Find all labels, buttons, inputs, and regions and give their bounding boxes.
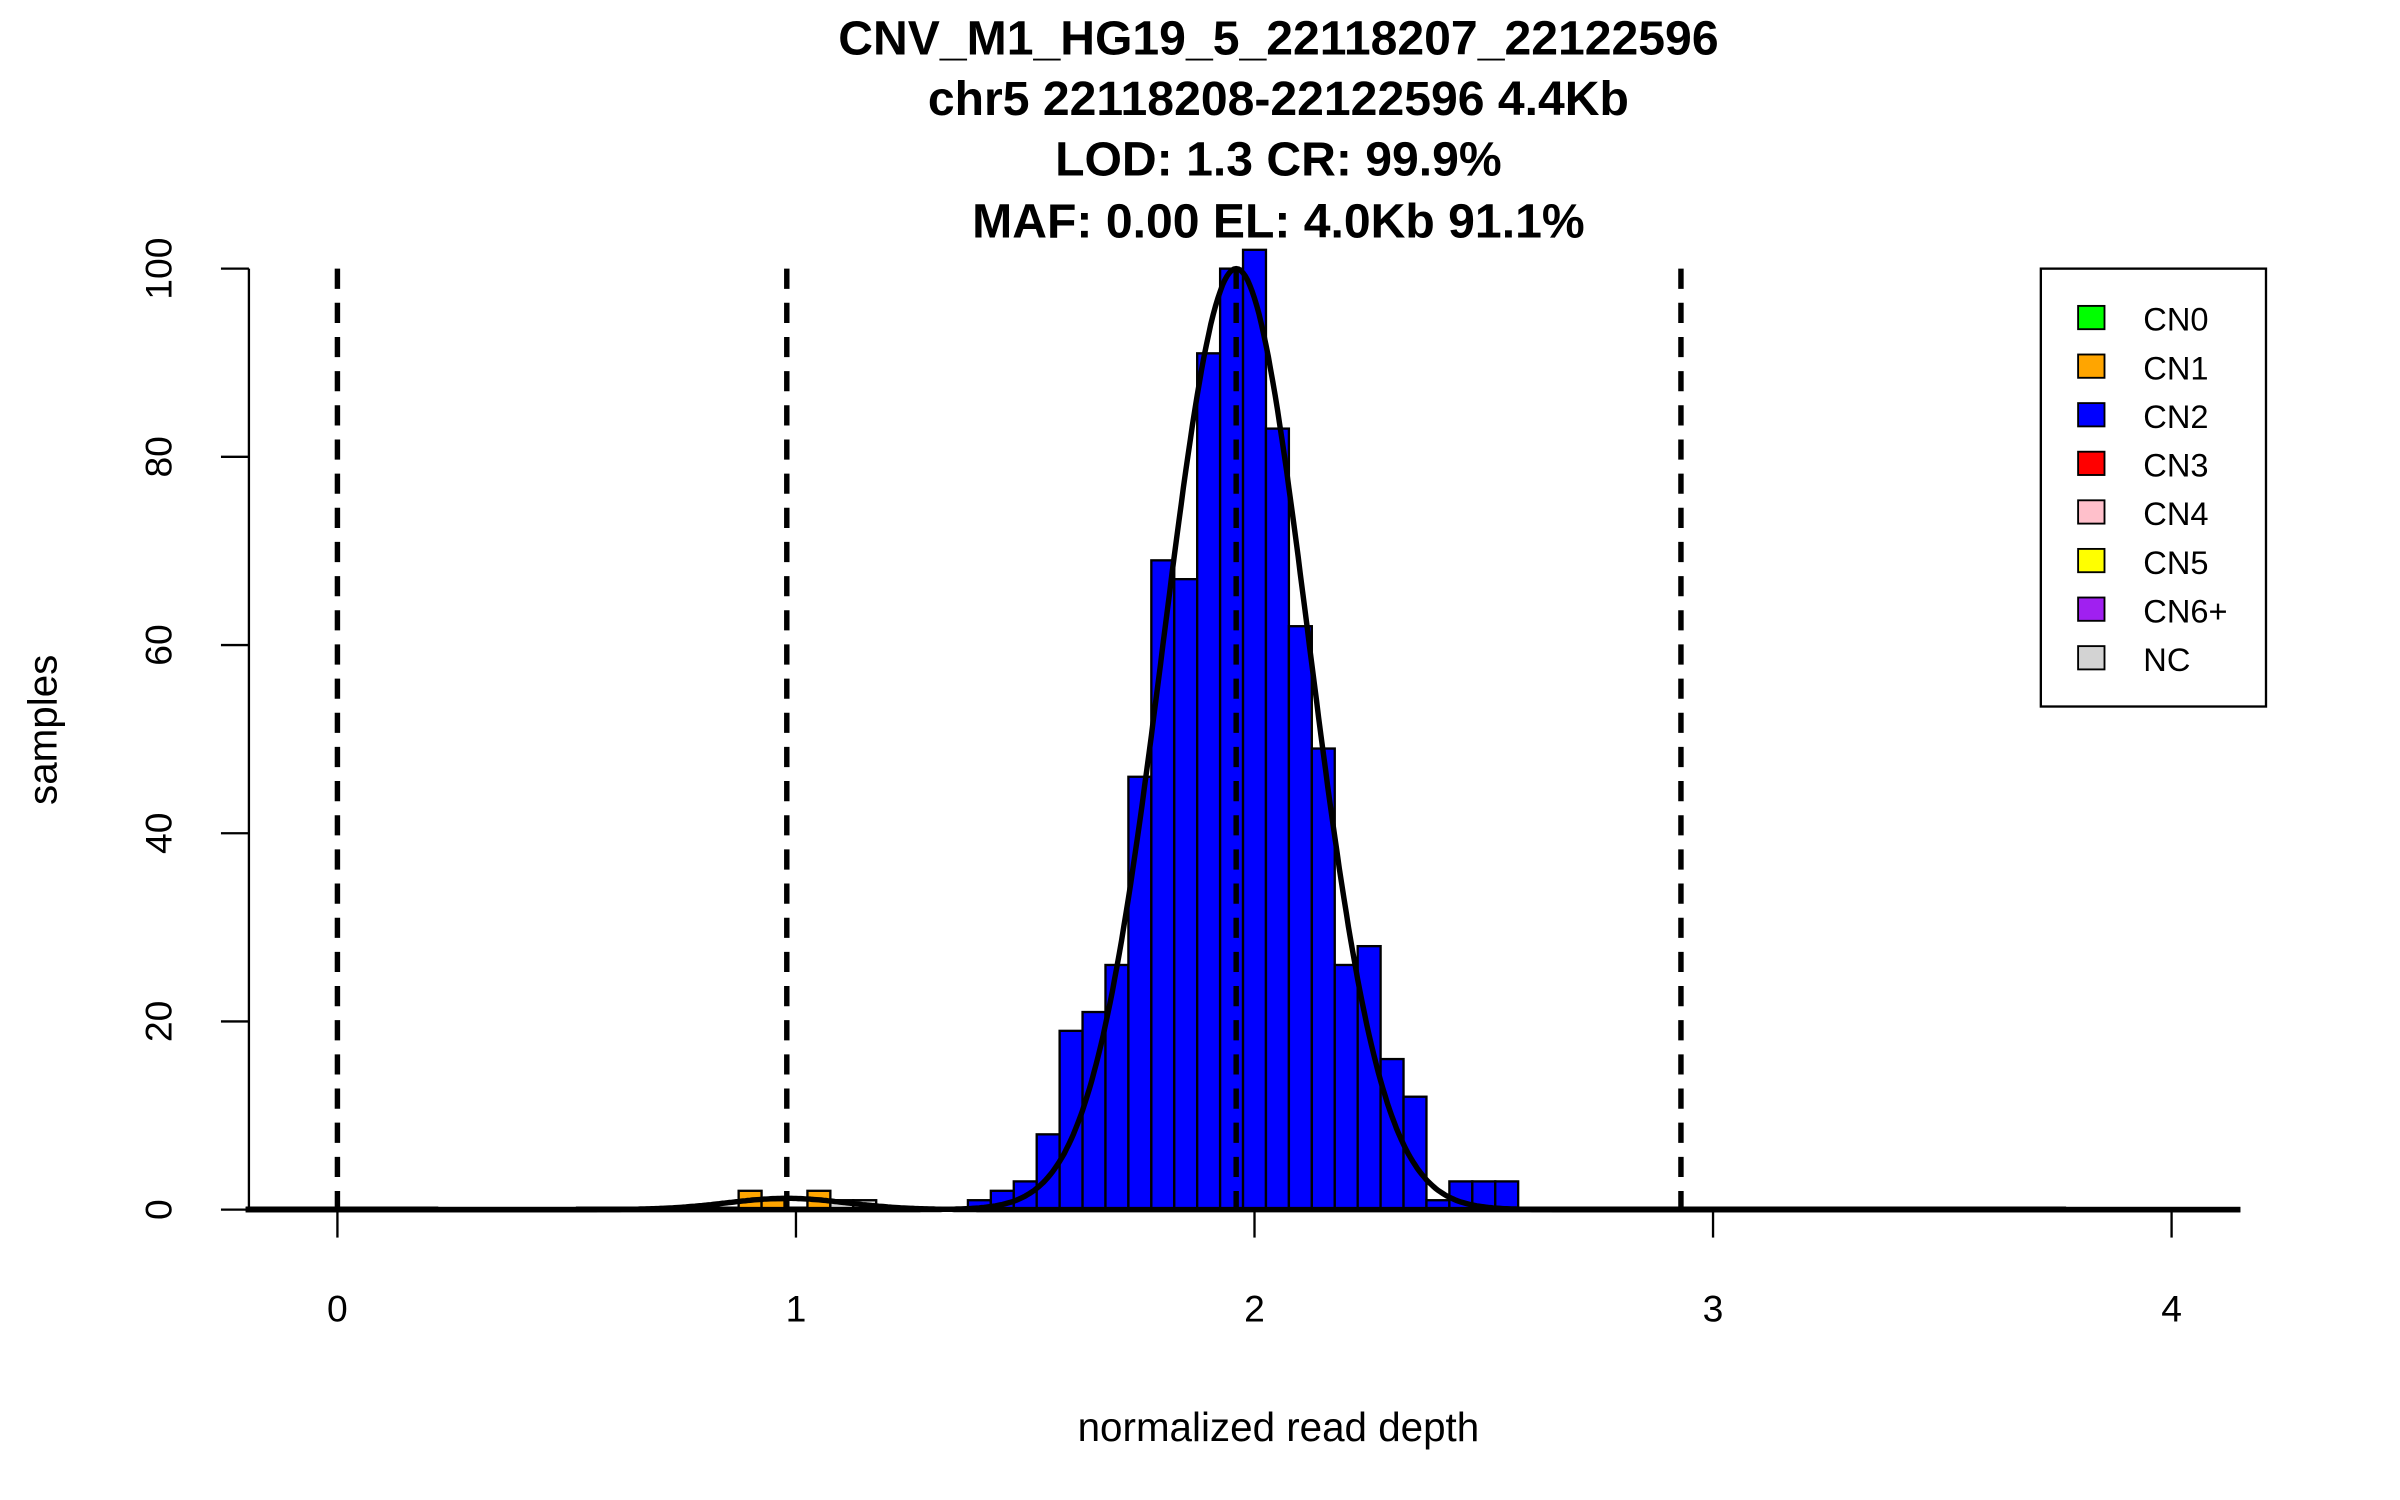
bar-cn2 xyxy=(1035,1133,1061,1211)
x-tick-label: 3 xyxy=(1703,1287,1724,1329)
y-tick-label: 40 xyxy=(137,813,179,854)
legend-label: CN6+ xyxy=(2143,592,2227,629)
bar-cn2 xyxy=(1218,267,1245,1211)
dashed-lines xyxy=(334,268,1684,1210)
legend-swatch-cn5 xyxy=(2077,547,2106,574)
chart-title: CNV_M1_HG19_5_22118207_22122596 chr5 221… xyxy=(838,11,1718,248)
y-tick-label: 100 xyxy=(137,238,179,300)
legend-label: CN4 xyxy=(2143,495,2208,532)
legend-label: CN3 xyxy=(2143,447,2208,484)
legend-swatch-cn0 xyxy=(2077,304,2106,331)
legend-label: CN2 xyxy=(2143,398,2208,435)
bar-cn2 xyxy=(1494,1180,1520,1211)
x-axis-label: normalized read depth xyxy=(1078,1404,1480,1450)
x-tick-label: 1 xyxy=(786,1287,807,1329)
legend-swatch-cn3 xyxy=(2077,450,2106,476)
legend-label: CN1 xyxy=(2143,349,2208,386)
y-tick-label: 20 xyxy=(137,1001,179,1042)
bar-cn2 xyxy=(1173,577,1199,1211)
histogram-bars xyxy=(245,248,2067,1211)
legend-swatch-nc xyxy=(2077,645,2106,671)
title-line-2: chr5 22118208-22122596 4.4Kb xyxy=(928,72,1629,126)
y-axis-label: samples xyxy=(19,655,65,805)
bar-cn2 xyxy=(1287,625,1313,1211)
title-line-4: MAF: 0.00 EL: 4.0Kb 91.1% xyxy=(972,195,1584,249)
x-tick-label: 4 xyxy=(2161,1287,2182,1329)
bar-cn2 xyxy=(1127,775,1153,1211)
legend-swatch-cn1 xyxy=(2077,353,2106,379)
legend-swatch-cn2 xyxy=(2077,402,2106,428)
legend-swatch-cn4 xyxy=(2077,499,2106,525)
title-line-3: LOD: 1.3 CR: 99.9% xyxy=(1055,132,1502,186)
y-tick-label: 60 xyxy=(137,624,179,665)
legend-swatch-cn6plus xyxy=(2077,596,2106,622)
y-tick-label: 0 xyxy=(137,1199,179,1220)
title-line-1: CNV_M1_HG19_5_22118207_22122596 xyxy=(838,11,1718,65)
x-tick-label: 2 xyxy=(1244,1287,1265,1329)
legend: CN0 CN1 CN2 CN3 CN4 CN5 CN6+ NC xyxy=(2039,267,2268,708)
bar-cn2 xyxy=(1241,248,1268,1211)
x-tick-label: 0 xyxy=(327,1287,348,1329)
legend-box xyxy=(2039,267,2268,708)
y-tick-label: 80 xyxy=(137,436,179,477)
legend-label: NC xyxy=(2143,641,2190,678)
bar-cn2 xyxy=(1264,427,1291,1211)
legend-label: CN0 xyxy=(2143,301,2208,338)
bar-cn2 xyxy=(1333,963,1359,1211)
legend-label: CN5 xyxy=(2143,544,2208,581)
bar-cn2 xyxy=(1196,352,1222,1211)
